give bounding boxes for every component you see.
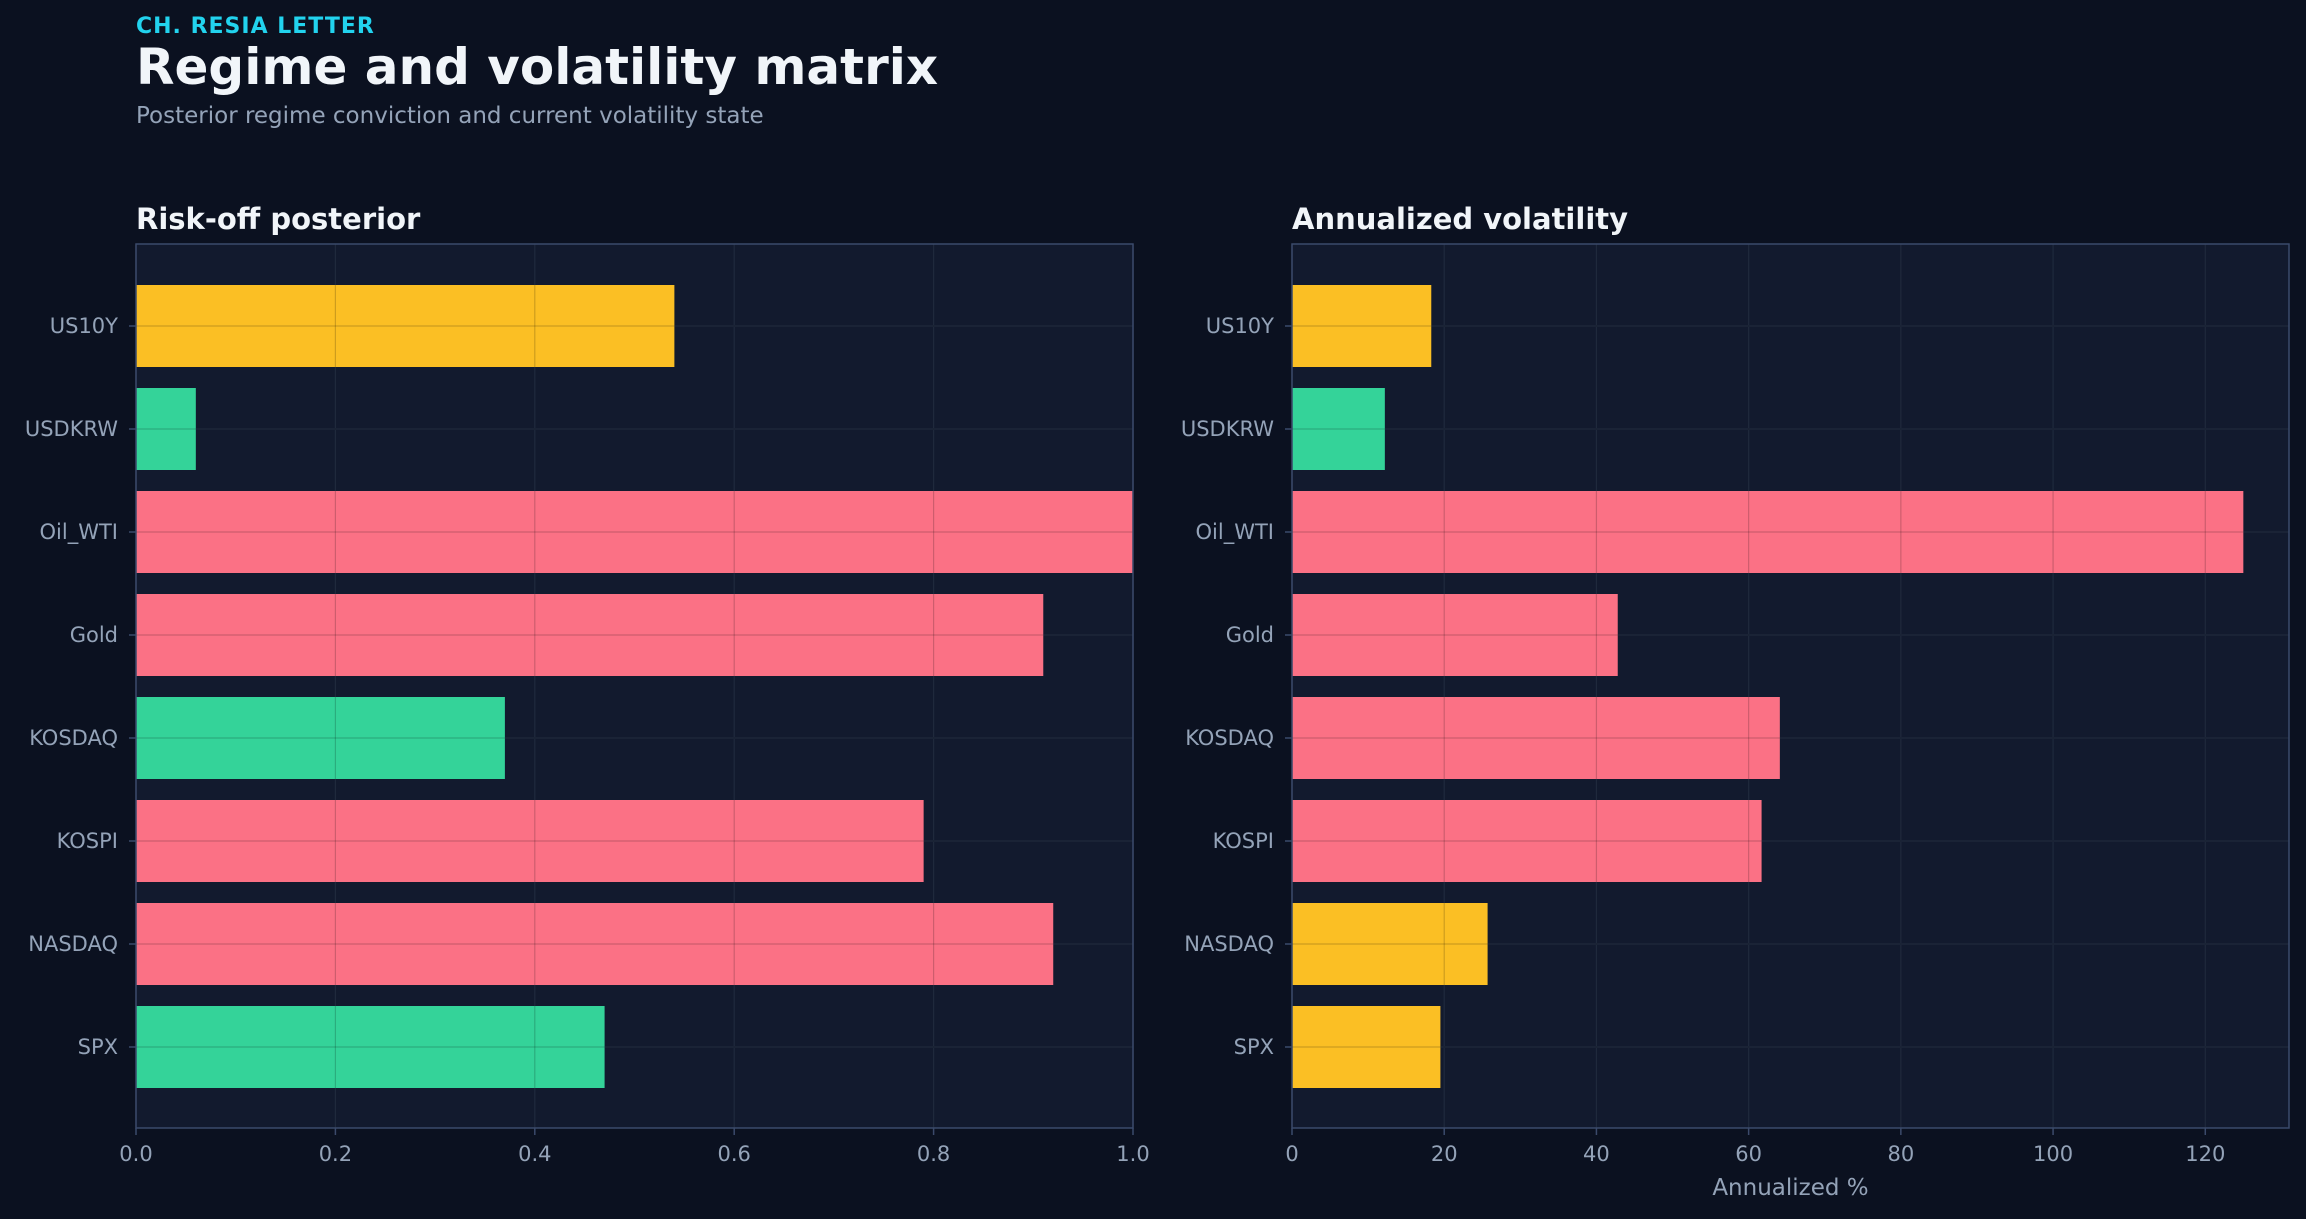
bar-usdkrw <box>1292 388 1385 470</box>
bar-nasdaq <box>136 903 1054 985</box>
x-tick-label: 40 <box>1583 1142 1610 1166</box>
x-tick-label: 0.0 <box>119 1142 152 1166</box>
x-tick-label: 1.0 <box>1116 1142 1149 1166</box>
x-tick-label: 120 <box>2185 1142 2225 1166</box>
bar-usdkrw <box>136 388 196 470</box>
y-tick-label: US10Y <box>1206 314 1274 338</box>
x-tick-label: 100 <box>2033 1142 2073 1166</box>
bar-kospi <box>1292 800 1762 882</box>
bar-us10y <box>1292 285 1432 367</box>
bar-us10y <box>136 285 675 367</box>
bar-kospi <box>136 800 924 882</box>
chart-panel-1: US10Y USDKRW Oil_WTI Gold KOSDAQ KOSPI NASDAQ S… <box>1181 243 2290 1201</box>
page-subtitle: Posterior regime conviction and current … <box>136 103 764 129</box>
y-tick-label: NASDAQ <box>1184 932 1274 956</box>
x-tick-label: 0 <box>1285 1142 1298 1166</box>
bar-gold <box>1292 594 1618 676</box>
bar-nasdaq <box>1292 903 1488 985</box>
x-tick-label: 80 <box>1887 1142 1914 1166</box>
y-tick-label: KOSPI <box>57 829 118 853</box>
bar-gold <box>136 594 1044 676</box>
x-tick-label: 0.2 <box>319 1142 352 1166</box>
y-tick-label: NASDAQ <box>28 932 118 956</box>
y-tick-label: Oil_WTI <box>1196 520 1274 545</box>
bar-oil_wti <box>136 491 1133 573</box>
plot-frame <box>135 243 1134 1129</box>
y-tick-label: USDKRW <box>1181 417 1274 441</box>
x-tick-label: 0.4 <box>518 1142 551 1166</box>
plot-frame <box>1291 243 2290 1129</box>
y-tick-label: KOSDAQ <box>1185 726 1274 750</box>
bar-oil_wti <box>1292 491 2244 573</box>
y-tick-label: KOSPI <box>1213 829 1274 853</box>
x-tick-label: 0.6 <box>717 1142 750 1166</box>
y-tick-label: Gold <box>1226 623 1274 647</box>
y-tick-label: SPX <box>1234 1035 1274 1059</box>
y-tick-label: Gold <box>70 623 118 647</box>
plot-area <box>1292 244 2289 1128</box>
bar-kosdaq <box>136 697 505 779</box>
page-title: Regime and volatility matrix <box>136 38 939 96</box>
y-tick-label: US10Y <box>50 314 118 338</box>
y-tick-label: USDKRW <box>25 417 118 441</box>
kicker: CH. RESIA LETTER <box>136 14 375 39</box>
y-tick-label: Oil_WTI <box>40 520 118 545</box>
x-tick-label: 20 <box>1431 1142 1458 1166</box>
x-tick-label: 0.8 <box>917 1142 950 1166</box>
left-chart-title: Risk-off posterior <box>136 202 421 236</box>
plot-area <box>136 244 1133 1128</box>
bar-kosdaq <box>1292 697 1780 779</box>
y-tick-label: SPX <box>78 1035 118 1059</box>
bar-spx <box>1292 1006 1441 1088</box>
bar-spx <box>136 1006 605 1088</box>
x-tick-label: 60 <box>1735 1142 1762 1166</box>
x-axis-label: Annualized % <box>1712 1175 1868 1201</box>
right-chart-title: Annualized volatility <box>1292 202 1629 236</box>
chart-panel-0: US10Y USDKRW Oil_WTI Gold KOSDAQ KOSPI NASDAQ S… <box>25 243 1150 1166</box>
y-tick-label: KOSDAQ <box>29 726 118 750</box>
